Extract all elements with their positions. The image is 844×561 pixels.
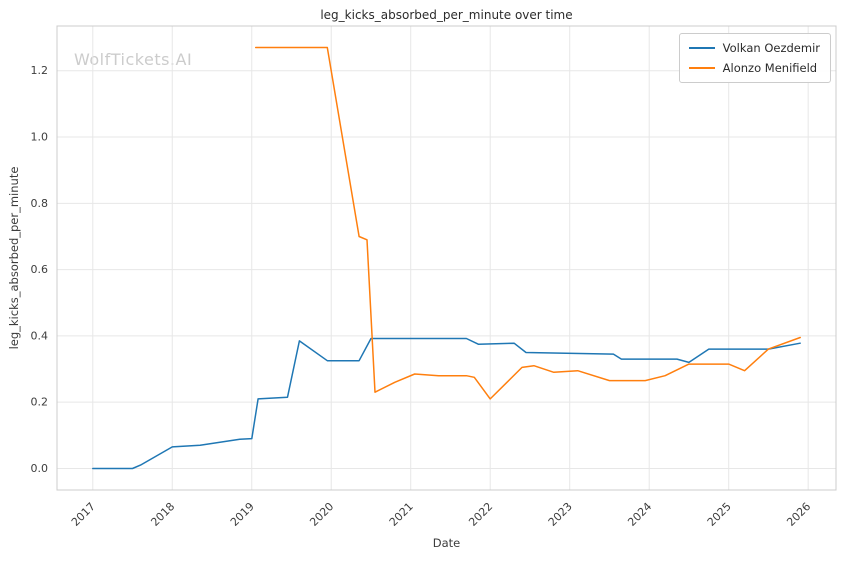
watermark: WolfTickets.AI [74,50,193,69]
x-tick-label: 2025 [705,500,734,529]
y-tick-label: 0.8 [31,197,49,210]
y-tick-label: 0.0 [31,462,49,475]
x-tick-label: 2024 [625,500,654,529]
chart-title: leg_kicks_absorbed_per_minute over time [320,8,573,22]
x-tick-label: 2019 [228,500,257,529]
x-tick-label: 2026 [784,500,813,529]
y-tick-label: 0.2 [31,396,49,409]
x-tick-label: 2018 [148,500,177,529]
legend-item-label: Volkan Oezdemir [722,41,820,55]
plot-border [56,25,837,491]
x-tick-label: 2023 [546,500,575,529]
legend-item-label: Alonzo Menifield [722,61,818,75]
x-tick-label: 2020 [307,500,336,529]
x-tick-label: 2017 [69,500,98,529]
y-tick-label: 0.4 [31,329,49,342]
y-tick-label: 0.6 [31,263,49,276]
legend: Volkan Oezdemir Alonzo Menifield [678,33,831,83]
x-axis-label: Date [432,536,461,550]
x-tick-label: 2021 [387,500,416,529]
legend-item: Alonzo Menifield [688,61,820,75]
legend-line-swatch [688,67,715,69]
series-line-0 [92,337,801,470]
legend-line-swatch [688,47,715,49]
series-line-1 [254,46,801,400]
y-axis-label: leg_kicks_absorbed_per_minute [7,166,21,350]
legend-item: Volkan Oezdemir [688,41,820,55]
y-tick-label: 1.0 [31,131,49,144]
y-tick-label: 1.2 [31,64,49,77]
x-tick-label: 2022 [466,500,495,529]
